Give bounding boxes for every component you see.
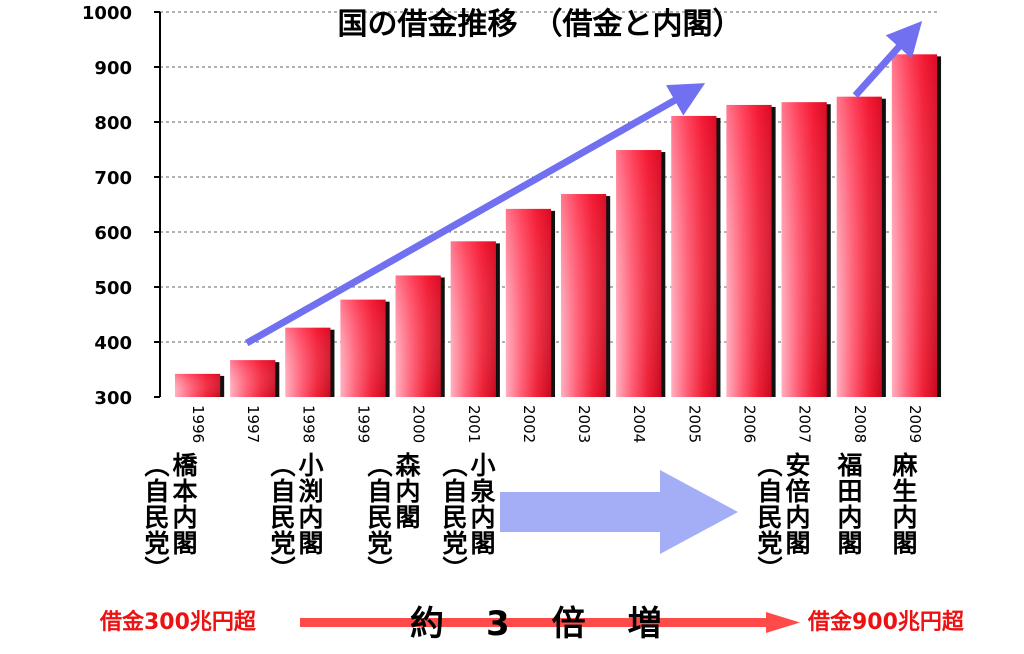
cabinet-name: 麻生内閣 <box>889 452 918 556</box>
cabinet-label-mori: 森内閣 （自民党） <box>364 452 421 582</box>
bar-highlight <box>450 241 496 397</box>
x-tick-label: 2003 <box>575 405 593 443</box>
cabinet-party: （自民党） <box>267 452 296 582</box>
chart-title: 国の借金推移 （借金と内閣） <box>338 7 743 42</box>
x-tick-label: 1998 <box>299 405 317 443</box>
cabinet-label-hashimoto: 橋本内閣 （自民党） <box>141 452 198 582</box>
bar-highlight <box>340 299 386 397</box>
y-tick-label: 400 <box>94 333 132 354</box>
cabinet-party: （自民党） <box>141 452 170 582</box>
y-tick-label: 500 <box>94 278 132 299</box>
bar-highlight <box>505 208 552 397</box>
x-tick-label: 2002 <box>520 405 538 443</box>
cabinet-party: （自民党） <box>439 452 468 582</box>
y-tick-label: 800 <box>94 113 132 134</box>
bar-highlight <box>836 96 882 397</box>
x-tick-label: 2005 <box>685 405 703 443</box>
bar-highlight <box>560 194 607 397</box>
bar-chart: 300 400 500 600 700 800 900 1000 1996 1997 1998 19… <box>82 3 942 443</box>
x-tick-label: 1997 <box>244 405 262 443</box>
bar-highlight <box>616 150 662 397</box>
x-tick-label: 2006 <box>741 405 759 443</box>
increase-char: 3 <box>486 604 512 644</box>
debt-end-label: 借金900兆円超 <box>808 610 964 635</box>
debt-start-label: 借金300兆円超 <box>100 610 256 635</box>
cabinet-name: 小渕内閣 <box>295 452 324 556</box>
cabinet-label-koizumi: 小泉内閣 （自民党） <box>439 452 496 582</box>
cabinet-label-abe: 安倍内閣 （自民党） <box>754 452 811 582</box>
bar-highlight <box>230 360 276 397</box>
trend-arrow <box>852 20 923 98</box>
increase-char: 約 <box>410 604 446 644</box>
cabinet-name: 安倍内閣 <box>782 452 811 556</box>
y-tick-label: 300 <box>94 388 132 409</box>
x-tick-label: 2007 <box>796 405 814 443</box>
x-tick-label: 1996 <box>189 405 207 443</box>
cabinet-label-fukuda: 福田内閣 <box>834 452 863 556</box>
cabinet-party: （自民党） <box>364 452 393 582</box>
y-tick-label: 600 <box>94 223 132 244</box>
increase-arrow <box>300 612 800 633</box>
trend-arrow <box>244 83 706 347</box>
x-tick-label: 2000 <box>410 405 428 443</box>
cabinet-party: （自民党） <box>754 452 783 582</box>
increase-char: 増 <box>627 604 664 644</box>
increase-char: 倍 <box>551 604 588 644</box>
bar-highlight <box>891 54 938 397</box>
cabinet-label-aso: 麻生内閣 <box>889 452 918 556</box>
x-tick-label: 2008 <box>851 405 869 443</box>
bar-highlight <box>781 102 827 397</box>
bar-highlight <box>726 104 772 397</box>
cabinet-name: 森内閣 <box>392 452 421 530</box>
y-tick-label: 700 <box>94 168 132 189</box>
koizumi-to-abe-arrow <box>500 470 738 554</box>
x-tick-label: 1999 <box>355 405 373 443</box>
bar-highlight <box>671 115 717 397</box>
cabinet-label-obuchi: 小渕内閣 （自民党） <box>267 452 324 582</box>
y-tick-label: 900 <box>94 58 132 79</box>
bar-highlight <box>174 373 221 397</box>
x-tick-label: 2001 <box>465 405 483 443</box>
cabinet-name: 福田内閣 <box>834 452 863 556</box>
x-tick-label: 2004 <box>630 405 648 443</box>
y-tick-label: 1000 <box>82 3 132 24</box>
x-tick-label: 2009 <box>906 405 924 443</box>
bar-highlight <box>395 275 441 397</box>
cabinet-name: 橋本内閣 <box>169 452 198 556</box>
cabinet-name: 小泉内閣 <box>467 452 496 556</box>
bar-highlight <box>285 327 331 397</box>
